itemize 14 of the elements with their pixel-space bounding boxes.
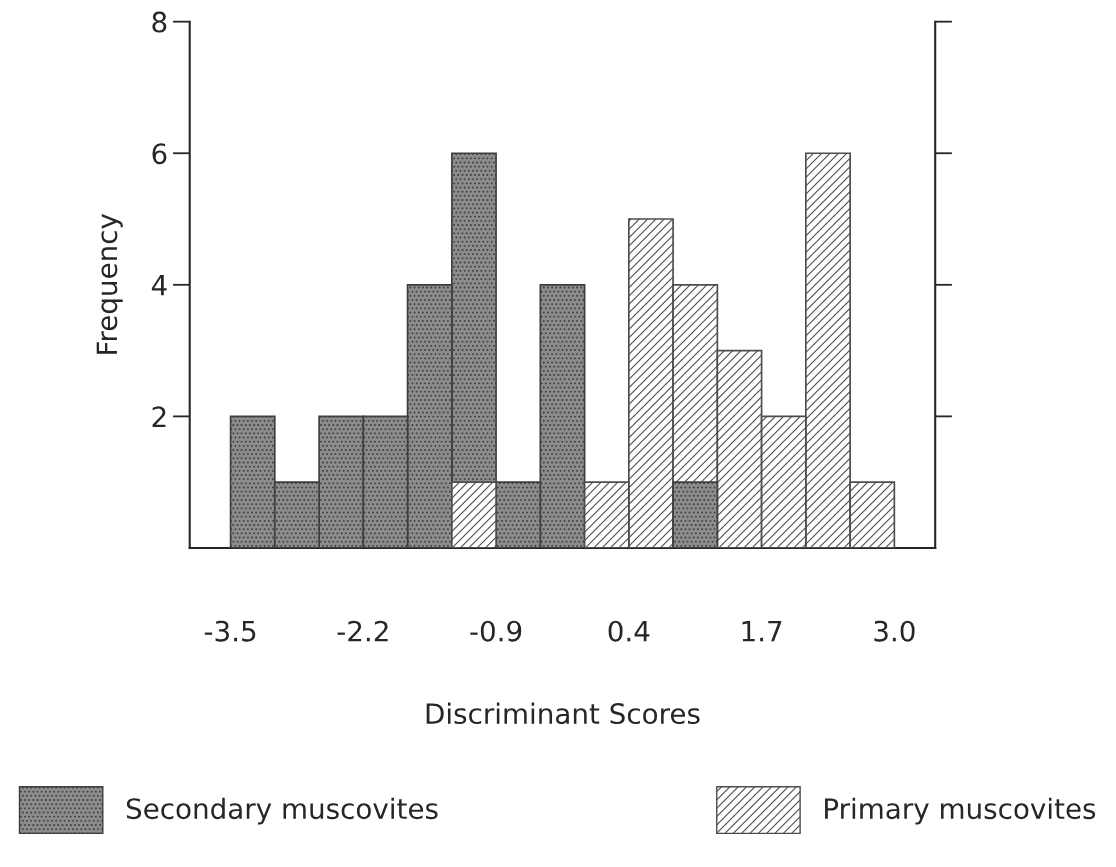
x-tick-label: -0.9 [470, 620, 522, 642]
x-tick-label: -2.2 [337, 620, 388, 642]
legend-label: Primary muscovites [825, 797, 1096, 825]
y-tick-label: 6 [152, 143, 167, 165]
y-tick-label: 4 [151, 275, 167, 296]
x-axis-title: Discriminant Scores [426, 702, 700, 725]
y-axis-title: Frequency [96, 213, 123, 354]
x-tick-label: 3.0 [874, 620, 915, 642]
y-tick-label: 8 [152, 11, 167, 33]
x-tick-label: -3.5 [204, 620, 256, 642]
legend-label: Secondary muscovites [126, 797, 438, 825]
y-tick-label: 2 [152, 406, 166, 427]
x-tick-label: 1.7 [742, 621, 782, 642]
x-tick-label: 0.4 [608, 620, 650, 642]
